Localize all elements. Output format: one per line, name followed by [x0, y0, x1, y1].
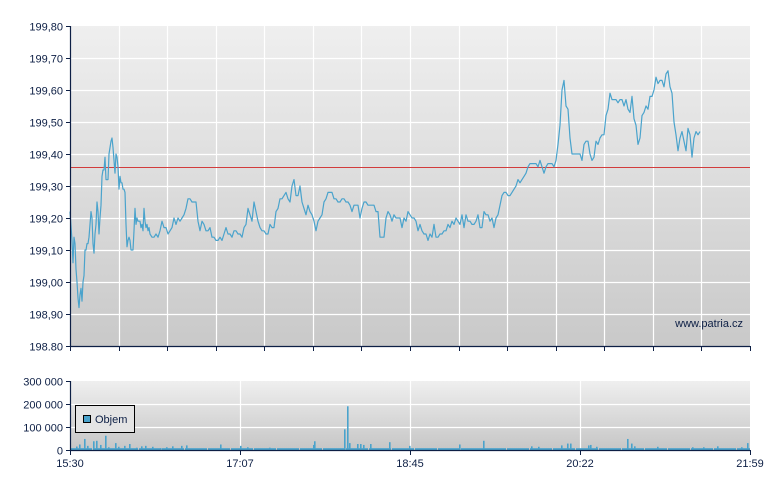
- volume-x-ticks: 15:30 17:07 18:45 20:22 21:59: [56, 450, 764, 470]
- volume-y-tick-label: 100 000: [23, 423, 63, 435]
- price-y-tick-label: 199,10: [29, 246, 63, 258]
- price-y-ticks: 199,80 199,70 199,60 199,50 199,40 199,30 199,…: [29, 22, 70, 354]
- volume-bars: [71, 406, 750, 450]
- volume-y-tick-label: 0: [57, 446, 63, 458]
- price-y-tick-label: 198.80: [29, 342, 63, 354]
- price-y-tick-label: 199,20: [29, 214, 63, 226]
- price-chart: 199,80 199,70 199,60 199,50 199,40 199,30 199,…: [29, 22, 751, 354]
- price-y-tick-label: 199,50: [29, 118, 63, 130]
- price-x-ticks: [70, 346, 751, 351]
- price-y-tick-label: 199,30: [29, 182, 63, 194]
- time-axis-label: 20:22: [566, 458, 594, 470]
- price-y-tick-label: 199,60: [29, 86, 63, 98]
- time-axis-label: 17:07: [226, 458, 254, 470]
- volume-chart: 300 000 200 000 100 000 0 15:30 17:07 18:45 20…: [23, 377, 764, 471]
- time-axis-label: 15:30: [56, 458, 84, 470]
- price-horizontal-gridlines: [70, 57, 750, 316]
- legend-label: Objem: [95, 414, 127, 426]
- volume-y-ticks: 300 000 200 000 100 000 0: [23, 377, 70, 458]
- price-y-tick-label: 199,80: [29, 22, 63, 34]
- volume-gridlines: [70, 381, 750, 450]
- price-y-tick-label: 199,00: [29, 278, 63, 290]
- time-axis-label: 21:59: [736, 458, 764, 470]
- price-y-tick-label: 199,40: [29, 150, 63, 162]
- volume-legend: Objem: [75, 405, 135, 433]
- volume-y-tick-label: 300 000: [23, 377, 63, 389]
- volume-y-tick-label: 200 000: [23, 400, 63, 412]
- price-y-tick-label: 199,70: [29, 54, 63, 66]
- legend-swatch-icon: [83, 415, 91, 423]
- watermark: www.patria.cz: [674, 318, 743, 330]
- time-axis-label: 18:45: [396, 458, 424, 470]
- price-line: [69, 70, 701, 309]
- price-y-tick-label: 198,90: [29, 310, 63, 322]
